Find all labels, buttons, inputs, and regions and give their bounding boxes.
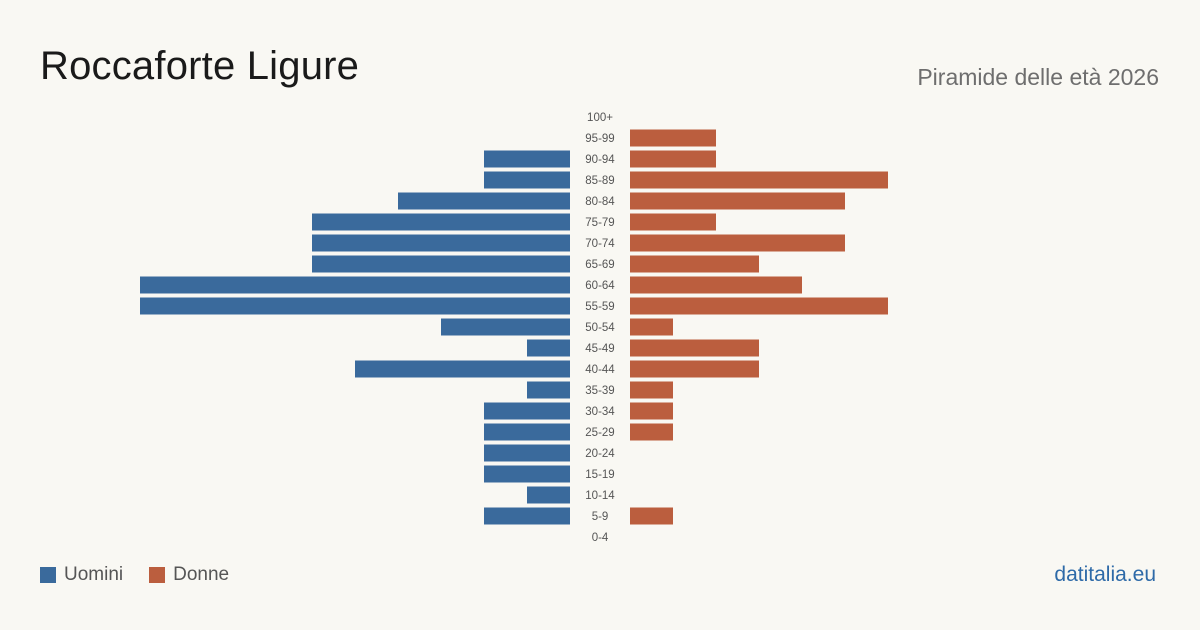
age-group-label: 95-99 xyxy=(585,133,614,145)
bar-women-90-94 xyxy=(630,150,716,168)
bar-women-25-29 xyxy=(630,423,673,441)
bar-men-75-79 xyxy=(312,213,570,231)
age-group-label: 90-94 xyxy=(585,154,615,166)
legend-label-women: Donne xyxy=(173,564,230,585)
bar-men-10-14 xyxy=(527,486,570,504)
bar-women-85-89 xyxy=(630,171,888,189)
bar-men-40-44 xyxy=(355,360,570,378)
page-title: Roccaforte Ligure xyxy=(40,44,360,88)
age-group-label: 15-19 xyxy=(585,469,614,481)
age-group-label: 75-79 xyxy=(585,217,614,229)
bar-men-35-39 xyxy=(527,381,570,399)
bar-women-45-49 xyxy=(630,339,759,357)
bar-women-80-84 xyxy=(630,192,845,210)
age-group-label: 10-14 xyxy=(585,490,615,502)
bar-men-5-9 xyxy=(484,507,570,525)
age-group-label: 60-64 xyxy=(585,280,615,292)
legend-swatch-women xyxy=(149,567,166,583)
age-group-label: 40-44 xyxy=(585,364,615,376)
age-group-label: 35-39 xyxy=(585,385,614,397)
bar-men-65-69 xyxy=(312,255,570,273)
bar-men-80-84 xyxy=(398,192,570,210)
bar-men-15-19 xyxy=(484,465,570,483)
bar-women-65-69 xyxy=(630,255,759,273)
legend-item-women: Donne xyxy=(149,564,229,586)
age-group-label: 80-84 xyxy=(585,196,615,208)
age-group-label: 70-74 xyxy=(585,238,615,250)
bar-women-40-44 xyxy=(630,360,759,378)
age-group-label: 55-59 xyxy=(585,301,614,313)
bar-men-90-94 xyxy=(484,150,570,168)
age-group-label: 85-89 xyxy=(585,175,614,187)
bar-women-30-34 xyxy=(630,402,673,420)
age-group-label: 30-34 xyxy=(585,406,615,418)
legend-swatch-men xyxy=(40,567,56,583)
bar-women-50-54 xyxy=(630,318,673,336)
bar-women-75-79 xyxy=(630,213,716,231)
age-group-label: 50-54 xyxy=(585,322,615,334)
age-group-label: 25-29 xyxy=(585,427,614,439)
bar-men-55-59 xyxy=(140,297,570,315)
source-link[interactable]: datitalia.eu xyxy=(1054,563,1156,586)
bar-men-25-29 xyxy=(484,423,570,441)
bar-women-55-59 xyxy=(630,297,888,315)
bar-women-95-99 xyxy=(630,129,716,147)
bar-women-60-64 xyxy=(630,276,802,294)
age-group-label: 5-9 xyxy=(592,511,609,523)
bar-women-5-9 xyxy=(630,507,673,525)
bar-men-60-64 xyxy=(140,276,570,294)
age-group-label: 100+ xyxy=(587,112,613,124)
age-group-label: 20-24 xyxy=(585,448,615,460)
bar-men-45-49 xyxy=(527,339,570,357)
legend-item-men: Uomini xyxy=(40,564,123,586)
age-group-label: 45-49 xyxy=(585,343,614,355)
chart-subtitle: Piramide delle età 2026 xyxy=(917,64,1159,90)
age-group-label: 0-4 xyxy=(592,532,609,544)
bar-men-50-54 xyxy=(441,318,570,336)
bar-men-30-34 xyxy=(484,402,570,420)
bar-men-20-24 xyxy=(484,444,570,462)
bar-women-35-39 xyxy=(630,381,673,399)
bar-men-85-89 xyxy=(484,171,570,189)
bar-men-70-74 xyxy=(312,234,570,252)
legend: Uomini Donne xyxy=(40,564,255,586)
bar-women-70-74 xyxy=(630,234,845,252)
legend-label-men: Uomini xyxy=(64,564,124,585)
age-group-label: 65-69 xyxy=(585,259,614,271)
